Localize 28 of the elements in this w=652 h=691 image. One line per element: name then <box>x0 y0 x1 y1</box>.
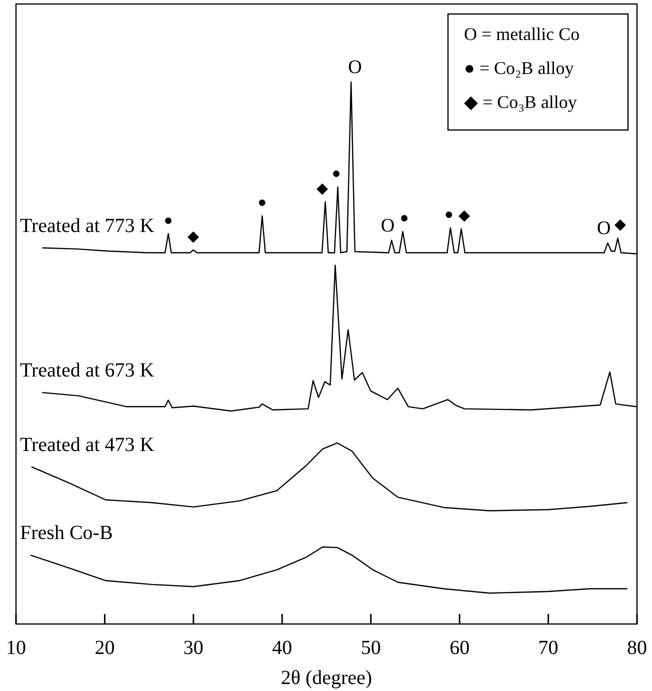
x-tick-label: 60 <box>450 637 470 659</box>
annotation: O <box>348 57 362 78</box>
series-label: Treated at 773 K <box>20 214 155 237</box>
x-tick-label: 20 <box>94 637 115 659</box>
annotation: ● <box>258 194 267 211</box>
annotation: ◆ <box>187 229 200 246</box>
series-label: Treated at 673 K <box>20 360 155 382</box>
x-tick-label: 40 <box>272 637 292 659</box>
annotation: ◆ <box>614 217 627 234</box>
annotation: O <box>596 218 611 239</box>
annotation: ● <box>164 212 173 229</box>
x-tick-label: 30 <box>183 637 204 659</box>
text: ● = Co₂B alloy <box>464 58 574 78</box>
x-tick-label: 80 <box>627 637 647 659</box>
annotation: ● <box>444 206 454 223</box>
x-tick-label: 70 <box>538 637 558 659</box>
x-axis-title: 2θ (degree) <box>280 667 372 689</box>
x-tick-label: 50 <box>360 637 381 659</box>
annotation: ◆ <box>458 208 470 224</box>
annotation: ● <box>332 166 341 182</box>
series-label: Treated at 473 K <box>20 434 155 456</box>
annotation: O <box>380 215 395 236</box>
series-label: Fresh Co-B <box>20 522 113 544</box>
text: O = metallic Co <box>464 24 580 44</box>
annotation: ◆ <box>316 180 328 197</box>
annotation: ◆ = Co₃B alloy <box>464 92 577 112</box>
annotation: ● <box>400 210 409 227</box>
x-tick-label: 10 <box>6 637 26 659</box>
